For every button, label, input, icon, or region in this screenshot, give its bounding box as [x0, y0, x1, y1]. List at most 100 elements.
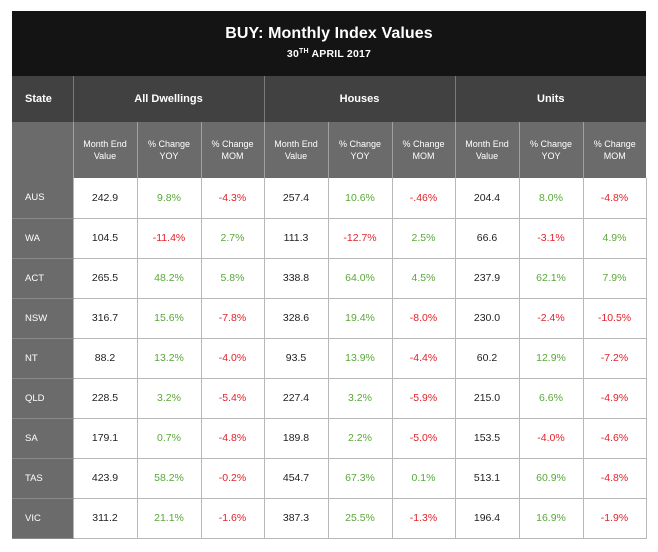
table-row: WA 104.5 -11.4% 2.7% 111.3 -12.7% 2.5% 66.6 -3.1… — [12, 218, 647, 259]
value-cell: -7.2% — [582, 338, 647, 379]
value-cell: 60.2 — [454, 338, 520, 379]
table-subtitle: 30TH APRIL 2017 — [12, 48, 646, 60]
value-cell: -3.1% — [518, 218, 584, 259]
value-cell: -5.9% — [391, 378, 456, 419]
value-cell: 13.2% — [136, 338, 201, 379]
value-cell: -4.8% — [582, 458, 647, 499]
state-cell: ACT — [12, 258, 73, 299]
value-cell: -4.8% — [200, 418, 264, 459]
value-cell: 12.9% — [518, 338, 584, 379]
subheader-line-1: % Change — [211, 139, 254, 149]
index-table: State All Dwellings Houses Units Month E… — [12, 76, 647, 539]
value-cell: 153.5 — [454, 418, 520, 459]
value-cell: 0.1% — [391, 458, 456, 499]
table-row: TAS 423.9 58.2% -0.2% 454.7 67.3% 0.1% 513.1 60.… — [12, 458, 647, 499]
subheader-pct-change-yoy: % Change YOY — [327, 122, 392, 178]
subheader-line-1: % Change — [530, 139, 573, 149]
subheader-line-2: Value — [475, 151, 499, 161]
value-cell: -1.9% — [582, 498, 647, 539]
value-cell: 93.5 — [263, 338, 328, 379]
value-cell: 13.9% — [327, 338, 392, 379]
state-cell: SA — [12, 418, 73, 459]
value-cell: -4.4% — [391, 338, 456, 379]
value-cell: -4.9% — [582, 378, 647, 419]
table-row: AUS 242.9 9.8% -4.3% 257.4 10.6% -.46% 204.4 8.0… — [12, 178, 647, 219]
title-bar: BUY: Monthly Index Values 30TH APRIL 201… — [12, 11, 646, 76]
value-cell: 2.5% — [391, 218, 456, 259]
value-cell: 9.8% — [136, 178, 201, 219]
subtitle-ordinal: TH — [299, 48, 309, 55]
value-cell: 48.2% — [136, 258, 201, 299]
value-cell: 8.0% — [518, 178, 584, 219]
table-row: NT 88.2 13.2% -4.0% 93.5 13.9% -4.4% 60.2 12.9% -… — [12, 338, 647, 379]
subheader-line-2: Value — [284, 151, 308, 161]
value-cell: -4.6% — [582, 418, 647, 459]
state-cell: NT — [12, 338, 73, 379]
group-header-houses: Houses — [263, 76, 456, 122]
group-header-row: State All Dwellings Houses Units — [12, 76, 647, 122]
value-cell: 66.6 — [454, 218, 520, 259]
value-cell: -11.4% — [136, 218, 201, 259]
value-cell: -1.3% — [391, 498, 456, 539]
value-cell: 2.7% — [200, 218, 264, 259]
value-cell: -4.0% — [200, 338, 264, 379]
value-cell: 228.5 — [72, 378, 137, 419]
value-cell: 338.8 — [263, 258, 328, 299]
state-cell: WA — [12, 218, 73, 259]
subheader-line-2: YOY — [350, 151, 370, 161]
value-cell: -7.8% — [200, 298, 264, 339]
value-cell: 230.0 — [454, 298, 520, 339]
value-cell: -8.0% — [391, 298, 456, 339]
value-cell: 189.8 — [263, 418, 328, 459]
value-cell: 265.5 — [72, 258, 137, 299]
subheader-pct-change-mom: % Change MOM — [200, 122, 264, 178]
value-cell: -5.0% — [391, 418, 456, 459]
subheader-month-end-value: Month End Value — [454, 122, 520, 178]
subheader-line-1: % Change — [338, 139, 382, 149]
state-cell: NSW — [12, 298, 73, 339]
value-cell: 328.6 — [263, 298, 328, 339]
value-cell: 204.4 — [454, 178, 520, 219]
subheader-line-1: Month End — [274, 139, 318, 149]
subheader-state-blank — [12, 122, 73, 178]
value-cell: -10.5% — [582, 298, 647, 339]
subheader-row: Month End Value % Change YOY % Change MOM Mont… — [12, 122, 647, 178]
subheader-line-2: MOM — [412, 151, 435, 161]
subtitle-month-year: APRIL 2017 — [308, 48, 372, 60]
subheader-line-2: YOY — [541, 151, 561, 161]
subheader-line-1: % Change — [147, 139, 191, 149]
subheader-month-end-value: Month End Value — [263, 122, 328, 178]
value-cell: 104.5 — [72, 218, 137, 259]
value-cell: -2.4% — [518, 298, 584, 339]
value-cell: 16.9% — [518, 498, 584, 539]
value-cell: 15.6% — [136, 298, 201, 339]
state-cell: AUS — [12, 178, 73, 219]
value-cell: 60.9% — [518, 458, 584, 499]
value-cell: -1.6% — [200, 498, 264, 539]
value-cell: 179.1 — [72, 418, 137, 459]
state-cell: VIC — [12, 498, 73, 539]
value-cell: 423.9 — [72, 458, 137, 499]
value-cell: 7.9% — [582, 258, 647, 299]
value-cell: 454.7 — [263, 458, 328, 499]
value-cell: 21.1% — [136, 498, 201, 539]
table-row: ACT 265.5 48.2% 5.8% 338.8 64.0% 4.5% 237.9 62.1… — [12, 258, 647, 299]
value-cell: -4.0% — [518, 418, 584, 459]
state-cell: QLD — [12, 378, 73, 419]
table-row: NSW 316.7 15.6% -7.8% 328.6 19.4% -8.0% 230.0 -2… — [12, 298, 647, 339]
table-body: AUS 242.9 9.8% -4.3% 257.4 10.6% -.46% 204.4 8.0… — [12, 178, 647, 539]
value-cell: 2.2% — [327, 418, 392, 459]
group-header-units: Units — [454, 76, 647, 122]
value-cell: 242.9 — [72, 178, 137, 219]
value-cell: -12.7% — [327, 218, 392, 259]
subheader-pct-change-mom: % Change MOM — [391, 122, 456, 178]
value-cell: 237.9 — [454, 258, 520, 299]
table-row: QLD 228.5 3.2% -5.4% 227.4 3.2% -5.9% 215.0 6.6%… — [12, 378, 647, 419]
table-row: SA 179.1 0.7% -4.8% 189.8 2.2% -5.0% 153.5 -4.0%… — [12, 418, 647, 459]
value-cell: -.46% — [391, 178, 456, 219]
value-cell: 513.1 — [454, 458, 520, 499]
value-cell: 62.1% — [518, 258, 584, 299]
subheader-line-2: YOY — [159, 151, 179, 161]
value-cell: 19.4% — [327, 298, 392, 339]
value-cell: 4.9% — [582, 218, 647, 259]
